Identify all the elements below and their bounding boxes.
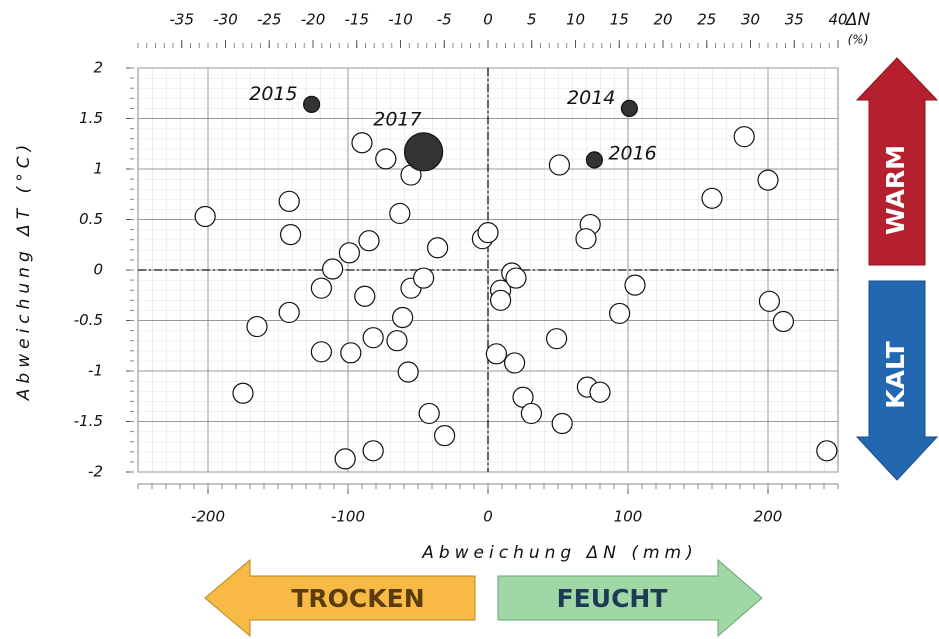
point bbox=[772, 310, 795, 333]
point-label: 2016 bbox=[608, 142, 656, 164]
kalt-label: KALT bbox=[881, 341, 910, 409]
point bbox=[340, 342, 362, 364]
point bbox=[485, 343, 507, 365]
x2-tick-label: -20 bbox=[301, 11, 326, 29]
x2-tick-label: -35 bbox=[170, 11, 195, 29]
x2-tick-label: 15 bbox=[610, 11, 629, 29]
x2-tick-label: 0 bbox=[483, 11, 493, 29]
x2-tick-label: -30 bbox=[213, 11, 238, 29]
point bbox=[310, 341, 332, 363]
point bbox=[392, 306, 414, 329]
x-tick-label: 100 bbox=[614, 508, 643, 526]
point bbox=[280, 224, 302, 246]
x2-tick-label: 30 bbox=[741, 11, 760, 29]
point bbox=[338, 242, 360, 264]
x-tick-label: -100 bbox=[331, 508, 365, 526]
y-tick-label: 0 bbox=[93, 261, 103, 279]
x2-tick-label: 25 bbox=[697, 11, 716, 29]
point bbox=[490, 289, 512, 311]
point bbox=[397, 361, 419, 383]
warm-label: WARM bbox=[881, 145, 910, 235]
point bbox=[733, 126, 755, 148]
point bbox=[413, 267, 435, 289]
point bbox=[278, 190, 300, 212]
point bbox=[246, 315, 268, 338]
x2-tick-label: -10 bbox=[388, 11, 413, 29]
y-tick-label: 0.5 bbox=[79, 210, 103, 228]
point bbox=[505, 267, 527, 289]
y-tick-label: 1 bbox=[93, 160, 103, 178]
y-tick-label: 2 bbox=[93, 59, 103, 77]
point bbox=[389, 202, 411, 225]
point bbox=[758, 290, 781, 312]
point bbox=[354, 285, 376, 307]
x2-axis-unit: (%) bbox=[848, 33, 869, 47]
point bbox=[520, 402, 543, 425]
x-tick-label: 200 bbox=[754, 508, 783, 526]
point bbox=[278, 301, 300, 324]
point bbox=[351, 132, 373, 154]
x2-tick-label: -25 bbox=[257, 11, 282, 29]
point bbox=[386, 330, 408, 352]
point bbox=[358, 230, 380, 252]
trocken-arrow bbox=[204, 558, 476, 638]
y-tick-label: -0.5 bbox=[74, 311, 103, 329]
y-tick-label: -1.5 bbox=[74, 412, 103, 430]
point-label: 2015 bbox=[249, 83, 297, 105]
point bbox=[585, 151, 604, 169]
x2-tick-label: 5 bbox=[527, 11, 537, 29]
point bbox=[194, 205, 216, 228]
point bbox=[608, 302, 631, 325]
x2-tick-label: 20 bbox=[653, 11, 672, 29]
point bbox=[551, 412, 573, 435]
x2-tick-label: -15 bbox=[345, 11, 370, 29]
point-label: 2014 bbox=[567, 87, 615, 109]
point bbox=[334, 448, 356, 470]
warm-arrow bbox=[855, 57, 939, 266]
y-axis-label: Abweichung ΔT (°C) bbox=[14, 140, 34, 401]
point bbox=[575, 228, 597, 250]
point bbox=[404, 132, 444, 172]
trocken-label: TROCKEN bbox=[291, 584, 424, 613]
point bbox=[303, 95, 321, 113]
y-tick-label: -1 bbox=[88, 362, 103, 380]
point bbox=[816, 440, 838, 462]
x-tick-label: -200 bbox=[191, 508, 225, 526]
point bbox=[362, 327, 384, 349]
x2-tick-label: 10 bbox=[566, 11, 585, 29]
point bbox=[434, 425, 456, 447]
point bbox=[232, 382, 254, 404]
point bbox=[545, 328, 568, 350]
point bbox=[624, 274, 646, 296]
x2-axis-label: ΔN bbox=[844, 10, 871, 30]
feucht-arrow bbox=[497, 558, 763, 638]
y-tick-label: 1.5 bbox=[79, 109, 103, 127]
point bbox=[589, 381, 611, 403]
point bbox=[418, 402, 440, 425]
x-tick-label: 0 bbox=[483, 508, 493, 526]
point bbox=[427, 237, 449, 259]
point bbox=[375, 148, 397, 170]
point bbox=[310, 277, 332, 299]
y-tick-label: -2 bbox=[88, 463, 103, 481]
point bbox=[503, 352, 526, 374]
point bbox=[322, 258, 344, 280]
x2-tick-label: 35 bbox=[785, 11, 804, 29]
point bbox=[362, 440, 384, 462]
point bbox=[548, 154, 571, 176]
x-axis-label: Abweichung ΔN (mm) bbox=[421, 543, 698, 563]
point bbox=[620, 99, 639, 118]
point bbox=[701, 187, 723, 209]
point bbox=[757, 169, 779, 191]
kalt-arrow bbox=[855, 280, 939, 481]
point bbox=[477, 222, 499, 244]
point-label: 2017 bbox=[373, 108, 421, 130]
x2-tick-label: -5 bbox=[437, 11, 452, 29]
feucht-label: FEUCHT bbox=[557, 584, 668, 613]
x2-tick-label: 40 bbox=[828, 11, 847, 29]
